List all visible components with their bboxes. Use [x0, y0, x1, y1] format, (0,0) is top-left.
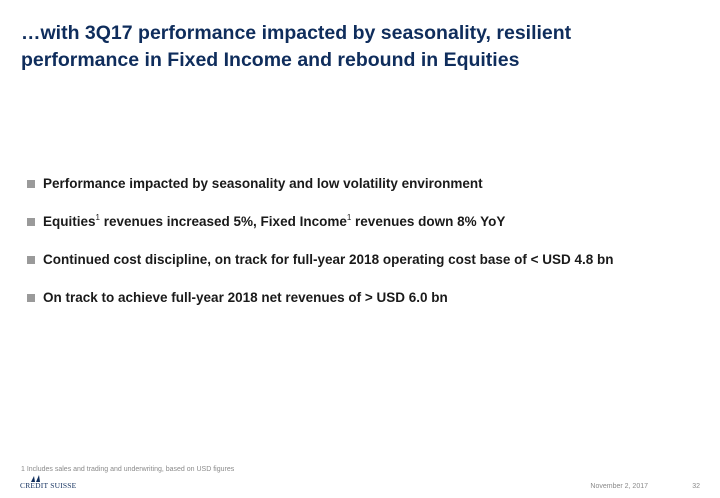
sails-logo-icon: [31, 475, 40, 482]
bullet-item: Continued cost discipline, on track for …: [27, 251, 707, 289]
credit-suisse-logo: CREDIT SUISSE: [20, 475, 80, 492]
bullet-text-part: revenues increased 5%, Fixed Income: [99, 214, 347, 229]
bullet-text-part: Equities: [43, 214, 96, 229]
footnote-marker: 1: [95, 213, 100, 222]
footnote-marker: 1: [346, 213, 352, 222]
slide-title: …with 3Q17 performance impacted by seaso…: [21, 22, 572, 71]
bullet-text-part: revenues down 8% YoY: [351, 214, 506, 229]
bullet-text: Performance impacted by seasonality and …: [43, 176, 483, 191]
bullet-list: Performance impacted by seasonality and …: [27, 175, 707, 327]
footnote: 1 Includes sales and trading and underwr…: [21, 466, 235, 473]
bullet-item: Equities1 revenues increased 5%, Fixed I…: [27, 213, 707, 251]
bullet-item: On track to achieve full-year 2018 net r…: [27, 289, 707, 327]
bullet-item: Performance impacted by seasonality and …: [27, 175, 707, 213]
bullet-text: Continued cost discipline, on track for …: [43, 252, 614, 267]
footer-date: November 2, 2017: [590, 483, 648, 490]
bullet-text: Equities1 revenues increased 5%, Fixed I…: [43, 213, 505, 231]
bullet-square-icon: [27, 256, 35, 264]
logo-wordmark: CREDIT SUISSE: [20, 481, 77, 490]
bullet-square-icon: [27, 218, 35, 226]
bullet-square-icon: [27, 180, 35, 188]
page-number: 32: [692, 483, 700, 490]
bullet-square-icon: [27, 294, 35, 302]
bullet-text: On track to achieve full-year 2018 net r…: [43, 290, 448, 305]
